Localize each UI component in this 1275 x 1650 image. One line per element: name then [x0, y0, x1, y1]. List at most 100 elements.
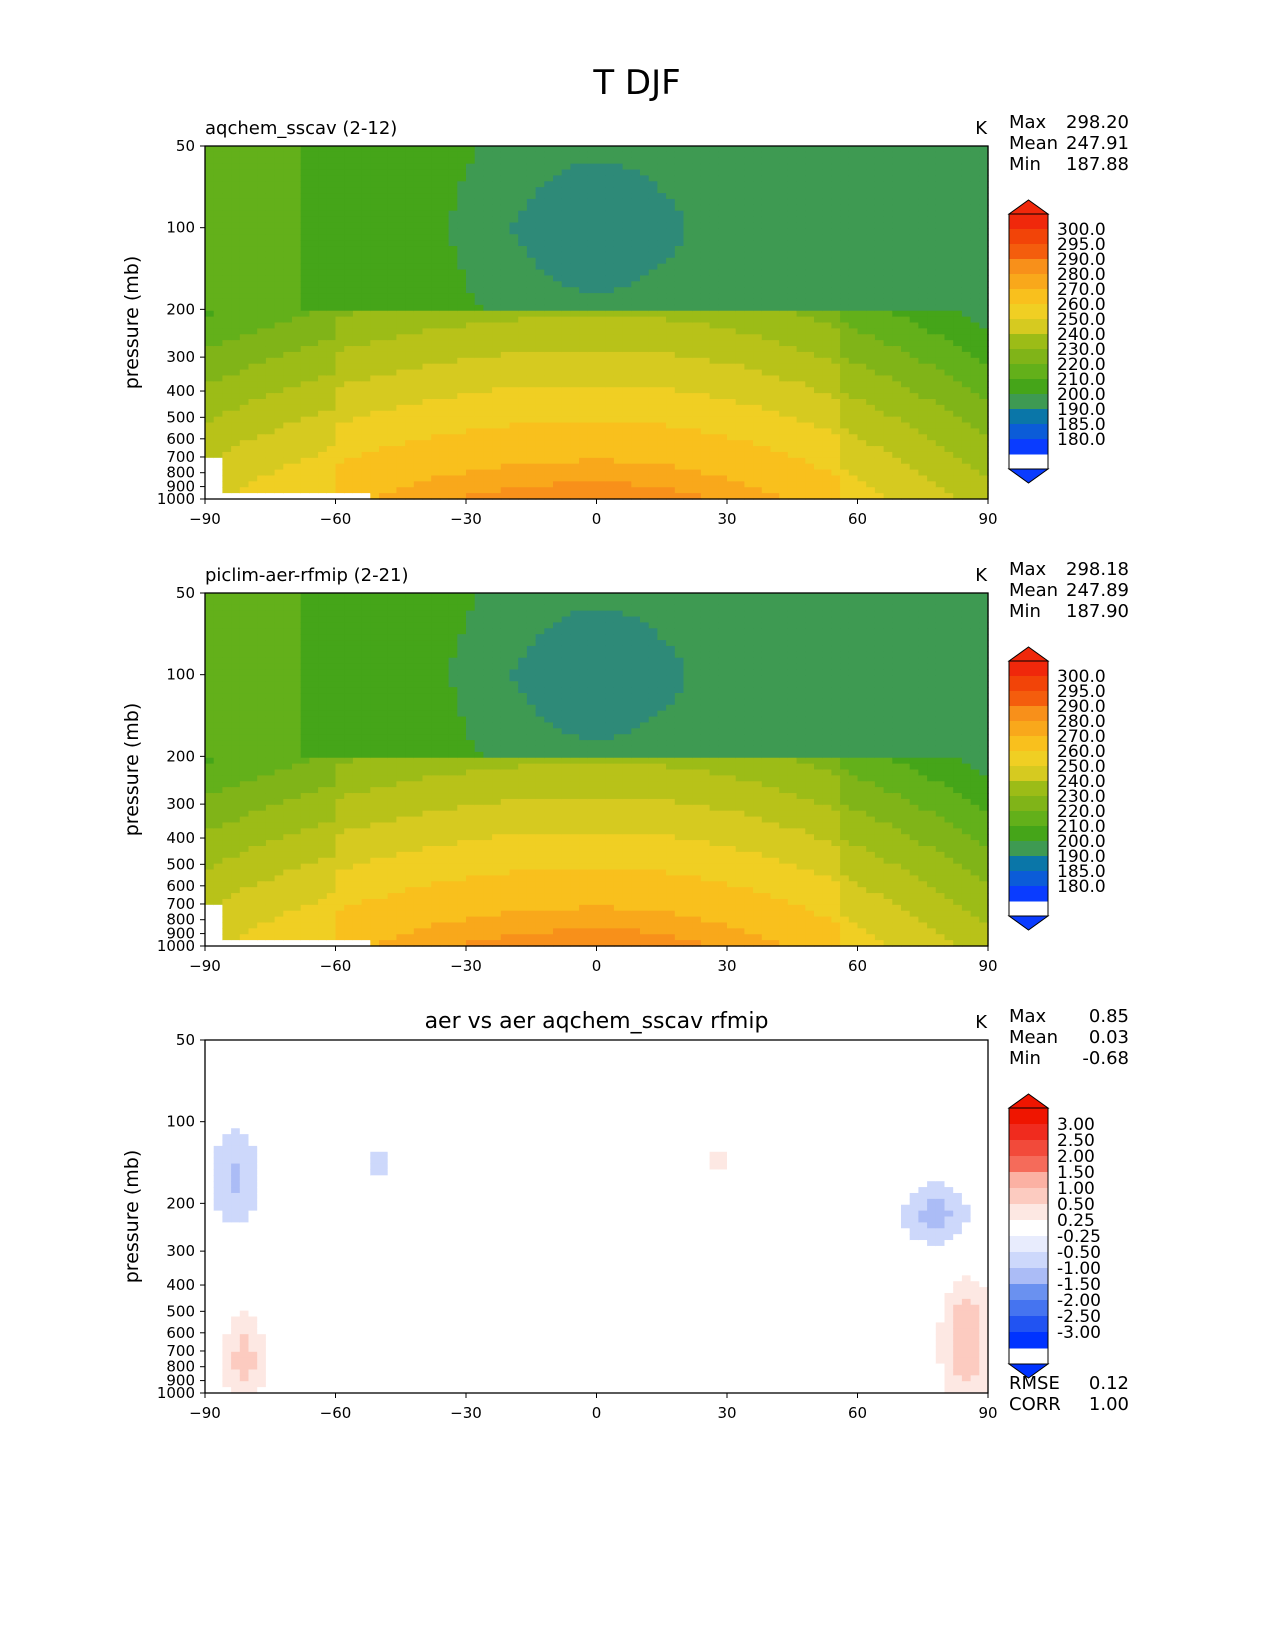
contour-cell: [840, 240, 849, 246]
contour-cell: [222, 481, 231, 487]
contour-cell: [892, 175, 901, 181]
contour-cell: [249, 364, 258, 370]
contour-cell: [562, 199, 571, 205]
contour-cell: [292, 193, 301, 199]
contour-cell: [344, 399, 353, 405]
contour-cell: [240, 411, 249, 417]
contour-cell: [892, 464, 901, 470]
contour-cell: [814, 205, 823, 211]
contour-cell: [405, 352, 414, 358]
contour-cell: [240, 446, 249, 452]
contour-cell: [866, 375, 875, 381]
contour-cell: [249, 340, 258, 346]
contour-cell: [275, 311, 284, 317]
contour-cell: [805, 287, 814, 293]
contour-cell: [831, 275, 840, 281]
contour-cell: [405, 393, 414, 399]
contour-cell: [440, 193, 449, 199]
contour-cell: [718, 370, 727, 376]
contour-cell: [492, 470, 501, 476]
contour-cell: [362, 328, 371, 334]
contour-cell: [518, 234, 527, 240]
contour-cell: [623, 364, 632, 370]
contour-cell: [301, 181, 310, 187]
contour-cell: [814, 275, 823, 281]
contour-cell: [666, 158, 675, 164]
contour-cell: [849, 199, 858, 205]
contour-cell: [718, 428, 727, 434]
contour-cell: [449, 346, 458, 352]
contour-cell: [849, 270, 858, 276]
contour-cell: [866, 299, 875, 305]
contour-cell: [536, 228, 545, 234]
contour-cell: [396, 158, 405, 164]
contour-cell: [562, 293, 571, 299]
contour-cell: [797, 417, 806, 423]
contour-cell: [901, 387, 910, 393]
contour-cell: [692, 281, 701, 287]
contour-cell: [771, 464, 780, 470]
contour-cell: [631, 287, 640, 293]
contour-cell: [501, 334, 510, 340]
contour-cell: [675, 481, 684, 487]
contour-cell: [710, 299, 719, 305]
contour-cell: [597, 246, 606, 252]
contour-cell: [710, 305, 719, 311]
contour-cell: [240, 264, 249, 270]
contour-cell: [562, 240, 571, 246]
contour-cell: [927, 228, 936, 234]
contour-cell: [275, 352, 284, 358]
contour-cell: [318, 405, 327, 411]
contour-cell: [588, 346, 597, 352]
contour-cell: [475, 240, 484, 246]
contour-cell: [466, 152, 475, 158]
contour-cell: [222, 246, 231, 252]
contour-cell: [823, 217, 832, 223]
contour-cell: [849, 317, 858, 323]
contour-cell: [423, 222, 432, 228]
contour-cell: [918, 387, 927, 393]
contour-cell: [875, 328, 884, 334]
contour-cell: [362, 152, 371, 158]
contour-cell: [205, 193, 214, 199]
contour-cell: [710, 228, 719, 234]
contour-cell: [718, 381, 727, 387]
contour-cell: [440, 381, 449, 387]
contour-cell: [701, 287, 710, 293]
contour-cell: [840, 193, 849, 199]
contour-cell: [666, 434, 675, 440]
contour-cell: [449, 393, 458, 399]
contour-cell: [736, 364, 745, 370]
contour-cell: [362, 158, 371, 164]
contour-cell: [823, 323, 832, 329]
contour-cell: [344, 152, 353, 158]
contour-cell: [788, 452, 797, 458]
contour-cell: [710, 246, 719, 252]
contour-cell: [649, 405, 658, 411]
contour-cell: [379, 205, 388, 211]
contour-cell: [823, 311, 832, 317]
contour-cell: [318, 464, 327, 470]
contour-cell: [684, 287, 693, 293]
contour-cell: [631, 358, 640, 364]
contour-cell: [753, 387, 762, 393]
contour-cell: [570, 175, 579, 181]
contour-cell: [214, 205, 223, 211]
contour-cell: [231, 281, 240, 287]
contour-cell: [570, 281, 579, 287]
contour-cell: [205, 146, 214, 152]
contour-cell: [414, 275, 423, 281]
contour-cell: [788, 152, 797, 158]
contour-cell: [266, 199, 275, 205]
contour-cell: [640, 281, 649, 287]
contour-cell: [605, 375, 614, 381]
contour-cell: [631, 240, 640, 246]
contour-cell: [640, 305, 649, 311]
contour-cell: [579, 281, 588, 287]
contour-cell: [492, 258, 501, 264]
contour-cell: [614, 305, 623, 311]
contour-cell: [614, 175, 623, 181]
contour-cell: [275, 264, 284, 270]
contour-cell: [762, 317, 771, 323]
contour-cell: [710, 364, 719, 370]
